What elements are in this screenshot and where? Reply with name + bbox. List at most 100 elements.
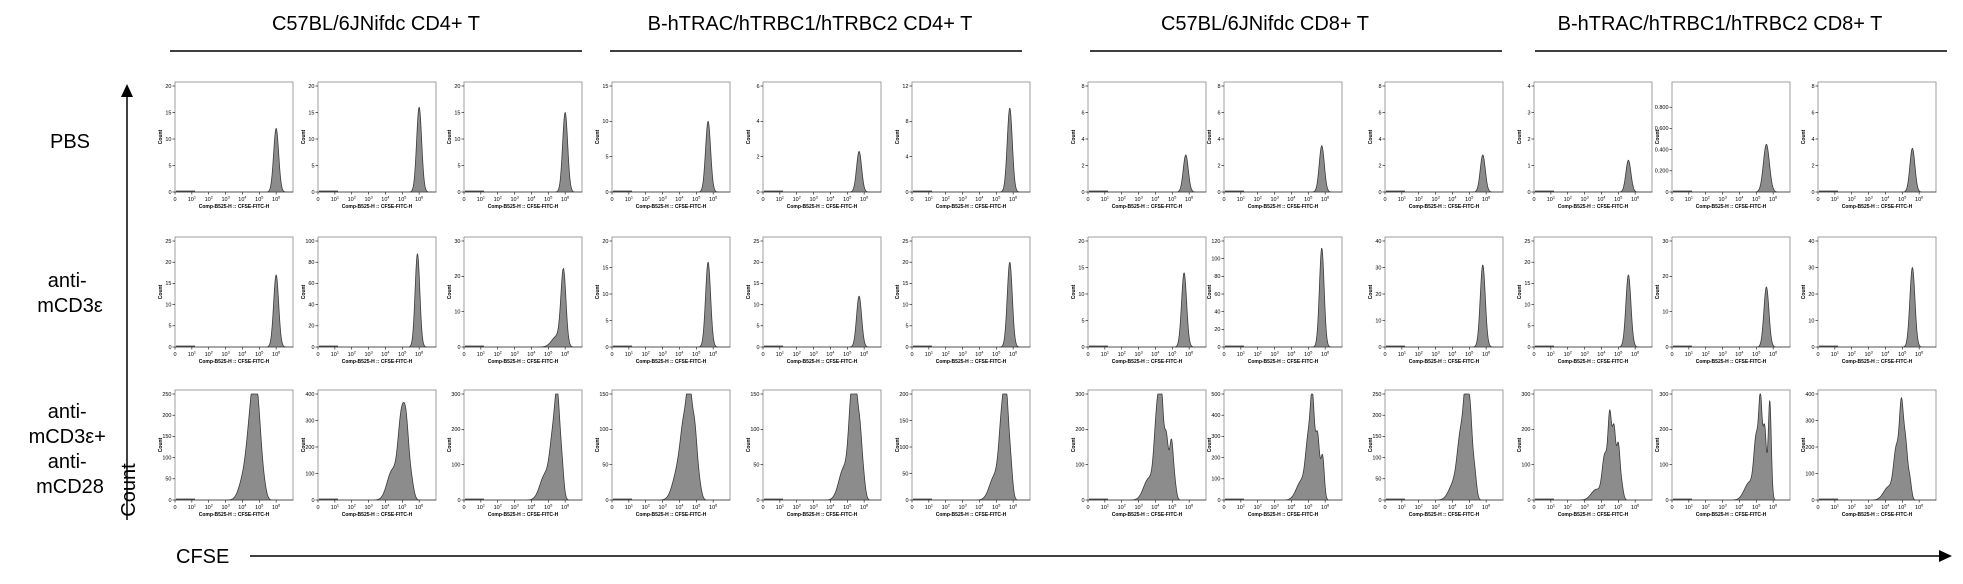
x-tick-exponent: 1 <box>931 196 933 200</box>
panel-x-label: Comp-B525-H :: CFSE-FITC-H <box>1112 512 1183 518</box>
group-title-htcr-cd4: B-hTRAC/hTRBC1/hTRBC2 CD4+ T <box>648 13 973 35</box>
x-tick-label: 106 <box>1631 196 1639 204</box>
histogram-panel-r3-c4: 0 50 100 150 0 101 102 103 104 105 106Comp-B525-H … <box>595 389 731 518</box>
x-tick-label: 0 <box>1086 505 1089 511</box>
x-tick-label: 101 <box>1398 351 1406 359</box>
x-tick-label: 102 <box>1848 504 1856 512</box>
x-tick-exponent: 6 <box>1921 504 1923 508</box>
x-tick-label: 103 <box>658 504 666 512</box>
panel-y-label: Count <box>447 129 453 144</box>
histogram-area <box>611 393 731 501</box>
x-tick-exponent: 2 <box>1124 504 1126 508</box>
y-tick-label: 10 <box>902 302 908 308</box>
y-tick-label: 200 <box>899 392 908 398</box>
y-tick-label: 12 <box>902 84 908 90</box>
x-tick-label: 104 <box>1735 351 1743 359</box>
y-tick-label: 150 <box>899 418 908 424</box>
y-tick-label: 40 <box>1214 309 1220 315</box>
x-tick-label: 102 <box>1254 196 1262 204</box>
histogram-area <box>1533 409 1653 501</box>
x-tick-label: 106 <box>1009 504 1017 512</box>
x-tick-label: 105 <box>255 351 263 359</box>
x-tick-label: 0 <box>1383 505 1386 511</box>
panel-y-label: Count <box>158 284 164 299</box>
y-tick-label: 2 <box>756 154 759 160</box>
x-tick-exponent: 6 <box>1775 351 1777 355</box>
x-tick-label: 105 <box>1898 196 1906 204</box>
x-tick-exponent: 5 <box>1904 504 1906 508</box>
y-tick-label: 250 <box>162 392 171 398</box>
y-tick-label: 30 <box>1662 239 1668 245</box>
histogram-area <box>317 106 437 193</box>
x-tick-label: 105 <box>398 351 406 359</box>
y-tick-label: 0 <box>168 345 171 351</box>
x-tick-exponent: 1 <box>483 196 485 200</box>
x-tick-exponent: 4 <box>533 351 535 355</box>
y-tick-label: 20 <box>602 239 608 245</box>
x-tick-exponent: 2 <box>500 504 502 508</box>
x-tick-exponent: 4 <box>533 504 535 508</box>
histogram-area <box>1087 393 1207 501</box>
x-tick-exponent: 1 <box>1243 504 1245 508</box>
y-tick-label: 4 <box>1081 137 1084 143</box>
y-tick-label: 8 <box>1378 84 1381 90</box>
y-tick-label: 0 <box>168 498 171 504</box>
x-tick-label: 104 <box>826 196 834 204</box>
x-tick-label: 103 <box>1864 351 1872 359</box>
x-tick-exponent: 1 <box>931 504 933 508</box>
count-axis-title: Count <box>118 463 140 517</box>
x-tick-label: 101 <box>1101 351 1109 359</box>
y-tick-label: 0 <box>756 498 759 504</box>
x-tick-exponent: 2 <box>1124 351 1126 355</box>
row-label-combo-line-3: anti- <box>48 451 87 473</box>
x-tick-label: 106 <box>272 504 280 512</box>
x-tick-label: 104 <box>1448 504 1456 512</box>
x-tick-label: 0 <box>1222 505 1225 511</box>
x-tick-exponent: 6 <box>1191 196 1193 200</box>
x-tick-label: 0 <box>1816 197 1819 203</box>
y-tick-label: 150 <box>599 392 608 398</box>
y-tick-label: 6 <box>1081 110 1084 116</box>
x-tick-exponent: 2 <box>799 504 801 508</box>
x-tick-label: 104 <box>826 351 834 359</box>
panel-frame <box>1671 236 1791 348</box>
x-tick-exponent: 5 <box>261 351 263 355</box>
panel-x-label: Comp-B525-H :: CFSE-FITC-H <box>1558 359 1629 365</box>
y-tick-label: 10 <box>602 119 608 125</box>
histogram-area <box>1384 393 1504 501</box>
x-tick-exponent: 2 <box>1854 351 1856 355</box>
x-tick-label: 104 <box>381 504 389 512</box>
x-tick-label: 105 <box>992 504 1000 512</box>
x-tick-exponent: 3 <box>1587 196 1589 200</box>
y-tick-label: 50 <box>1375 477 1381 483</box>
x-tick-label: 103 <box>1864 504 1872 512</box>
panel-frame <box>1384 389 1504 501</box>
y-tick-label: 10 <box>1808 318 1814 324</box>
x-tick-exponent: 4 <box>681 196 683 200</box>
x-tick-label: 101 <box>1685 504 1693 512</box>
row-label-anti-mcd3e-line-2: mCD3ε <box>37 295 103 317</box>
x-tick-label: 104 <box>1287 504 1295 512</box>
row-label-combo-line-2: mCD3ε+ <box>29 426 106 448</box>
x-tick-exponent: 4 <box>1293 351 1295 355</box>
x-tick-exponent: 3 <box>1277 351 1279 355</box>
y-tick-label: 0 <box>1527 190 1530 196</box>
x-tick-label: 106 <box>1631 351 1639 359</box>
x-tick-label: 102 <box>1564 351 1572 359</box>
x-tick-exponent: 4 <box>1293 504 1295 508</box>
y-tick-label: 0 <box>457 498 460 504</box>
x-tick-label: 102 <box>1848 196 1856 204</box>
y-tick-label: 15 <box>602 84 608 90</box>
y-tick-label: 0 <box>1378 190 1381 196</box>
y-tick-label: 6 <box>1217 110 1220 116</box>
x-tick-exponent: 6 <box>1488 351 1490 355</box>
y-tick-label: 0.800 <box>1655 105 1669 111</box>
x-tick-exponent: 3 <box>371 504 373 508</box>
y-tick-label: 250 <box>1372 392 1381 398</box>
x-tick-label: 102 <box>348 351 356 359</box>
histogram-area <box>1087 154 1207 193</box>
x-tick-label: 105 <box>1614 351 1622 359</box>
